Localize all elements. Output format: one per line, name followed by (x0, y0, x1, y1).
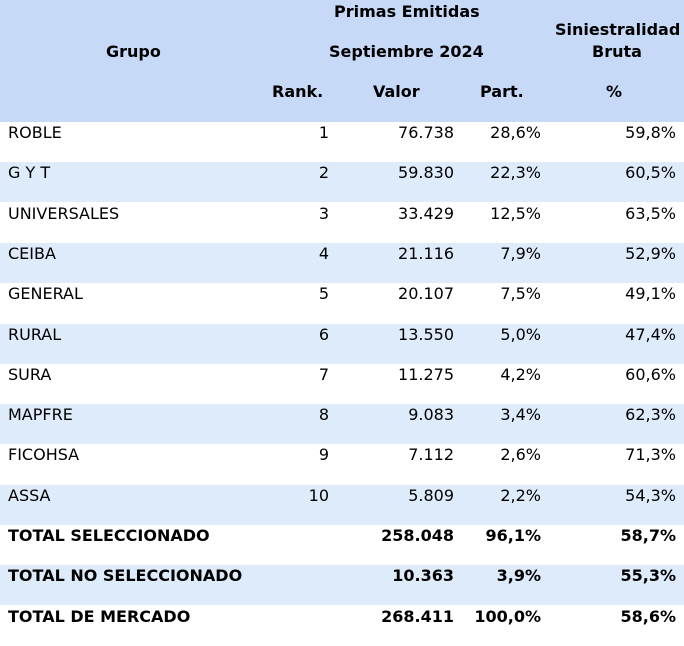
siniestralidad-cell: 60,5% (625, 163, 676, 182)
valor-cell: 11.275 (398, 365, 454, 384)
company-name-cell: UNIVERSALES (8, 204, 120, 223)
table-row: CEIBA 4 21.116 7,9% 52,9% (0, 243, 684, 283)
company-name-cell: G Y T (8, 163, 51, 182)
header-pct: % (606, 82, 623, 101)
participation-cell: 22,3% (490, 163, 541, 182)
valor-cell: 10.363 (392, 566, 454, 585)
rank-cell: 10 (308, 486, 329, 505)
header-bruta: Bruta (592, 42, 642, 61)
participation-cell: 96,1% (485, 526, 541, 545)
company-name-cell: ROBLE (8, 123, 62, 142)
company-name-cell: ASSA (8, 486, 51, 505)
table-row: GENERAL 5 20.107 7,5% 49,1% (0, 283, 684, 323)
rank-cell: 4 (318, 244, 329, 263)
rank-cell: 5 (318, 284, 329, 303)
rank-cell: 9 (318, 445, 329, 464)
company-name-cell: TOTAL NO SELECCIONADO (8, 566, 243, 585)
company-name-cell: CEIBA (8, 244, 56, 263)
header-part: Part. (480, 82, 524, 101)
valor-cell: 7.112 (408, 445, 454, 464)
siniestralidad-cell: 58,6% (620, 607, 676, 626)
company-name-cell: SURA (8, 365, 52, 384)
valor-cell: 9.083 (408, 405, 454, 424)
valor-cell: 268.411 (381, 607, 454, 626)
table-row: G Y T 2 59.830 22,3% 60,5% (0, 162, 684, 202)
participation-cell: 3,9% (496, 566, 541, 585)
participation-cell: 7,5% (500, 284, 541, 303)
total-row: TOTAL NO SELECCIONADO 10.363 3,9% 55,3% (0, 565, 684, 605)
valor-cell: 33.429 (398, 204, 454, 223)
company-name-cell: GENERAL (8, 284, 83, 303)
header-group: Grupo (106, 42, 161, 61)
participation-cell: 3,4% (500, 405, 541, 424)
rank-cell: 7 (318, 365, 329, 384)
company-name-cell: RURAL (8, 325, 62, 344)
header-valor: Valor (373, 82, 420, 101)
table-row: ROBLE 1 76.738 28,6% 59,8% (0, 122, 684, 162)
participation-cell: 4,2% (500, 365, 541, 384)
header-primas-title: Primas Emitidas (334, 2, 480, 21)
table-row: UNIVERSALES 3 33.429 12,5% 63,5% (0, 203, 684, 243)
siniestralidad-cell: 55,3% (620, 566, 676, 585)
table-row: MAPFRE 8 9.083 3,4% 62,3% (0, 404, 684, 444)
siniestralidad-cell: 47,4% (625, 325, 676, 344)
participation-cell: 7,9% (500, 244, 541, 263)
valor-cell: 76.738 (398, 123, 454, 142)
participation-cell: 2,6% (500, 445, 541, 464)
header-primas-period: Septiembre 2024 (329, 42, 484, 61)
siniestralidad-cell: 54,3% (625, 486, 676, 505)
table-row: SURA 7 11.275 4,2% 60,6% (0, 364, 684, 404)
participation-cell: 12,5% (490, 204, 541, 223)
table-header: Grupo Primas Emitidas Septiembre 2024 Si… (0, 0, 684, 122)
siniestralidad-cell: 63,5% (625, 204, 676, 223)
participation-cell: 5,0% (500, 325, 541, 344)
siniestralidad-cell: 58,7% (620, 526, 676, 545)
valor-cell: 59.830 (398, 163, 454, 182)
total-row: TOTAL DE MERCADO 268.411 100,0% 58,6% (0, 606, 684, 646)
table-row: FICOHSA 9 7.112 2,6% 71,3% (0, 444, 684, 484)
table-row: ASSA 10 5.809 2,2% 54,3% (0, 485, 684, 525)
header-siniestralidad: Siniestralidad (555, 20, 681, 39)
siniestralidad-cell: 52,9% (625, 244, 676, 263)
company-name-cell: MAPFRE (8, 405, 73, 424)
valor-cell: 258.048 (381, 526, 454, 545)
valor-cell: 5.809 (408, 486, 454, 505)
siniestralidad-cell: 60,6% (625, 365, 676, 384)
rank-cell: 2 (318, 163, 329, 182)
valor-cell: 13.550 (398, 325, 454, 344)
participation-cell: 28,6% (490, 123, 541, 142)
rank-cell: 8 (318, 405, 329, 424)
siniestralidad-cell: 71,3% (625, 445, 676, 464)
siniestralidad-cell: 62,3% (625, 405, 676, 424)
valor-cell: 20.107 (398, 284, 454, 303)
company-name-cell: TOTAL SELECCIONADO (8, 526, 210, 545)
rank-cell: 3 (318, 204, 329, 223)
company-name-cell: FICOHSA (8, 445, 80, 464)
participation-cell: 100,0% (474, 607, 541, 626)
table-row: RURAL 6 13.550 5,0% 47,4% (0, 324, 684, 364)
valor-cell: 21.116 (398, 244, 454, 263)
participation-cell: 2,2% (500, 486, 541, 505)
siniestralidad-cell: 49,1% (625, 284, 676, 303)
total-row: TOTAL SELECCIONADO 258.048 96,1% 58,7% (0, 525, 684, 565)
rank-cell: 1 (318, 123, 329, 142)
header-rank: Rank. (272, 82, 324, 101)
siniestralidad-cell: 59,8% (625, 123, 676, 142)
rank-cell: 6 (318, 325, 329, 344)
company-name-cell: TOTAL DE MERCADO (8, 607, 191, 626)
